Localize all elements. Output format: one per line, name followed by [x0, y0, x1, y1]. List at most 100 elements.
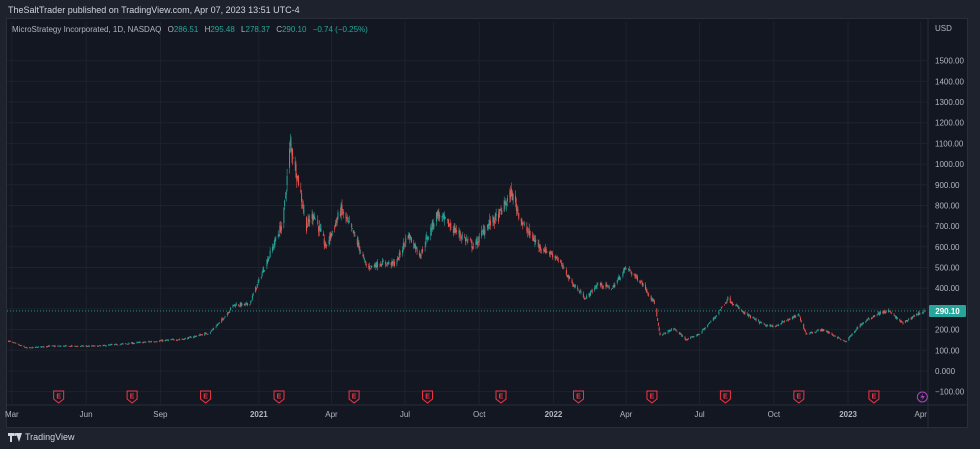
open-value: 286.51 — [173, 25, 199, 34]
candle-body — [563, 267, 565, 269]
candle-body — [300, 189, 302, 193]
candle-body — [8, 340, 10, 342]
candle-body — [114, 343, 116, 345]
earnings-marker-icon[interactable] — [200, 390, 212, 404]
candle-body — [862, 322, 864, 324]
candle-body — [884, 312, 886, 313]
candle-body — [149, 341, 151, 343]
candle-body — [272, 246, 274, 251]
candle-body — [494, 220, 496, 224]
candle-body — [54, 345, 56, 347]
candle-body — [636, 275, 638, 278]
candle-body — [647, 291, 649, 295]
chart-panel — [6, 18, 968, 428]
candle-body — [58, 345, 60, 347]
candle-body — [546, 251, 548, 252]
candle-body — [201, 334, 203, 336]
candle-body — [650, 295, 652, 300]
candle-body — [96, 345, 98, 347]
candle-body — [340, 204, 342, 215]
candle-body — [424, 246, 426, 248]
earnings-marker-icon[interactable] — [348, 390, 360, 404]
candle-body — [715, 316, 717, 318]
candle-body — [52, 345, 54, 347]
lightning-icon[interactable] — [916, 391, 928, 403]
candle-body — [42, 346, 44, 348]
candle-body — [823, 329, 825, 331]
candle-body — [224, 316, 226, 318]
candle-body — [783, 321, 785, 323]
earnings-marker-icon[interactable] — [868, 390, 880, 404]
candle-body — [891, 312, 893, 314]
candle-body — [566, 275, 568, 277]
candle-body — [19, 345, 21, 346]
candle-body — [912, 315, 914, 317]
candle-body — [701, 331, 703, 334]
candle-body — [127, 344, 129, 345]
earnings-marker-icon[interactable] — [495, 390, 507, 404]
candle-body — [40, 346, 42, 347]
candle-body — [837, 336, 839, 339]
candle-body — [188, 336, 190, 338]
candle-body — [261, 273, 263, 276]
candle-body — [636, 276, 638, 281]
candle-body — [204, 333, 206, 336]
earnings-marker-icon[interactable] — [53, 390, 65, 404]
x-tick-label: Oct — [473, 410, 486, 419]
candle-body — [555, 256, 557, 258]
candle-body — [583, 297, 585, 299]
candle-body — [269, 250, 271, 257]
earnings-marker-icon[interactable] — [422, 390, 434, 404]
candle-body — [82, 345, 84, 347]
candle-body — [139, 342, 141, 343]
candle-body — [889, 311, 891, 312]
y-tick-label: 200.00 — [935, 326, 960, 335]
candle-body — [336, 219, 338, 223]
candle-body — [923, 310, 925, 313]
candle-body — [329, 233, 331, 241]
candle-body — [70, 345, 72, 347]
candle-body — [676, 331, 678, 332]
candle-body — [777, 325, 779, 326]
earnings-marker-icon[interactable] — [273, 390, 285, 404]
y-tick-label: 700.00 — [935, 222, 960, 231]
y-tick-label: 1000.00 — [935, 160, 964, 169]
candle-body — [348, 221, 350, 222]
candle-body — [296, 177, 298, 181]
candle-body — [842, 339, 844, 341]
candle-body — [737, 306, 739, 308]
candle-body — [91, 345, 93, 347]
candle-body — [782, 321, 784, 323]
open-label: O — [167, 25, 174, 34]
high-value: 295.48 — [210, 25, 235, 34]
candle-body — [413, 242, 415, 249]
candle-body — [901, 321, 903, 323]
candle-body — [720, 307, 722, 309]
earnings-marker-icon[interactable] — [793, 390, 805, 404]
candle-body — [138, 342, 140, 343]
candle-body — [783, 321, 785, 323]
candle-body — [787, 319, 789, 321]
candle-body — [92, 345, 94, 347]
symbol-title: MicroStrategy Incorporated, 1D, NASDAQ — [12, 25, 162, 34]
candle-body — [843, 340, 845, 341]
x-tick-label: 2022 — [545, 410, 563, 419]
candle-body — [161, 339, 163, 341]
candle-body — [490, 220, 492, 226]
candle-body — [826, 330, 828, 332]
candle-body — [381, 260, 383, 265]
earnings-marker-icon[interactable] — [126, 390, 138, 404]
candle-body — [845, 341, 847, 342]
earnings-marker-icon[interactable] — [719, 390, 731, 404]
candle-body — [209, 332, 211, 334]
x-tick-label: Apr — [325, 410, 338, 419]
earnings-marker-label: E — [797, 394, 802, 401]
candle-body — [381, 264, 383, 267]
candle-body — [727, 296, 729, 300]
earnings-marker-icon[interactable] — [646, 390, 658, 404]
candle-body — [478, 235, 480, 243]
earnings-marker-icon[interactable] — [572, 390, 584, 404]
candle-body — [556, 257, 558, 259]
